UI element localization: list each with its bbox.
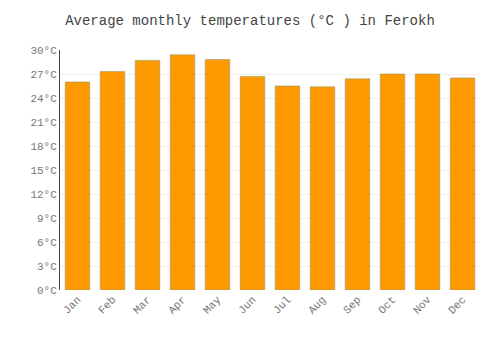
svg-text:30°C: 30°C (30, 45, 57, 57)
svg-text:24°C: 24°C (30, 93, 57, 105)
svg-text:Nov: Nov (411, 294, 434, 317)
svg-text:Jan: Jan (61, 294, 83, 316)
svg-text:Jun: Jun (236, 294, 258, 316)
svg-text:6°C: 6°C (37, 237, 57, 249)
svg-text:May: May (201, 294, 224, 317)
svg-text:15°C: 15°C (30, 165, 57, 177)
svg-text:Average monthly temperatures (: Average monthly temperatures (°C ) in Fe… (65, 13, 435, 29)
svg-text:Mar: Mar (131, 294, 153, 316)
svg-text:Oct: Oct (376, 294, 398, 316)
svg-text:0°C: 0°C (37, 285, 57, 297)
svg-text:21°C: 21°C (30, 117, 57, 129)
svg-text:27°C: 27°C (30, 69, 57, 81)
svg-text:18°C: 18°C (30, 141, 57, 153)
svg-text:Aug: Aug (306, 294, 328, 316)
svg-text:3°C: 3°C (37, 261, 57, 273)
svg-text:Sep: Sep (341, 294, 363, 316)
svg-text:12°C: 12°C (30, 189, 57, 201)
svg-text:Feb: Feb (96, 294, 118, 316)
svg-text:9°C: 9°C (37, 213, 57, 225)
svg-text:Jul: Jul (271, 294, 293, 316)
svg-text:Dec: Dec (446, 294, 468, 316)
svg-text:Apr: Apr (166, 294, 188, 316)
